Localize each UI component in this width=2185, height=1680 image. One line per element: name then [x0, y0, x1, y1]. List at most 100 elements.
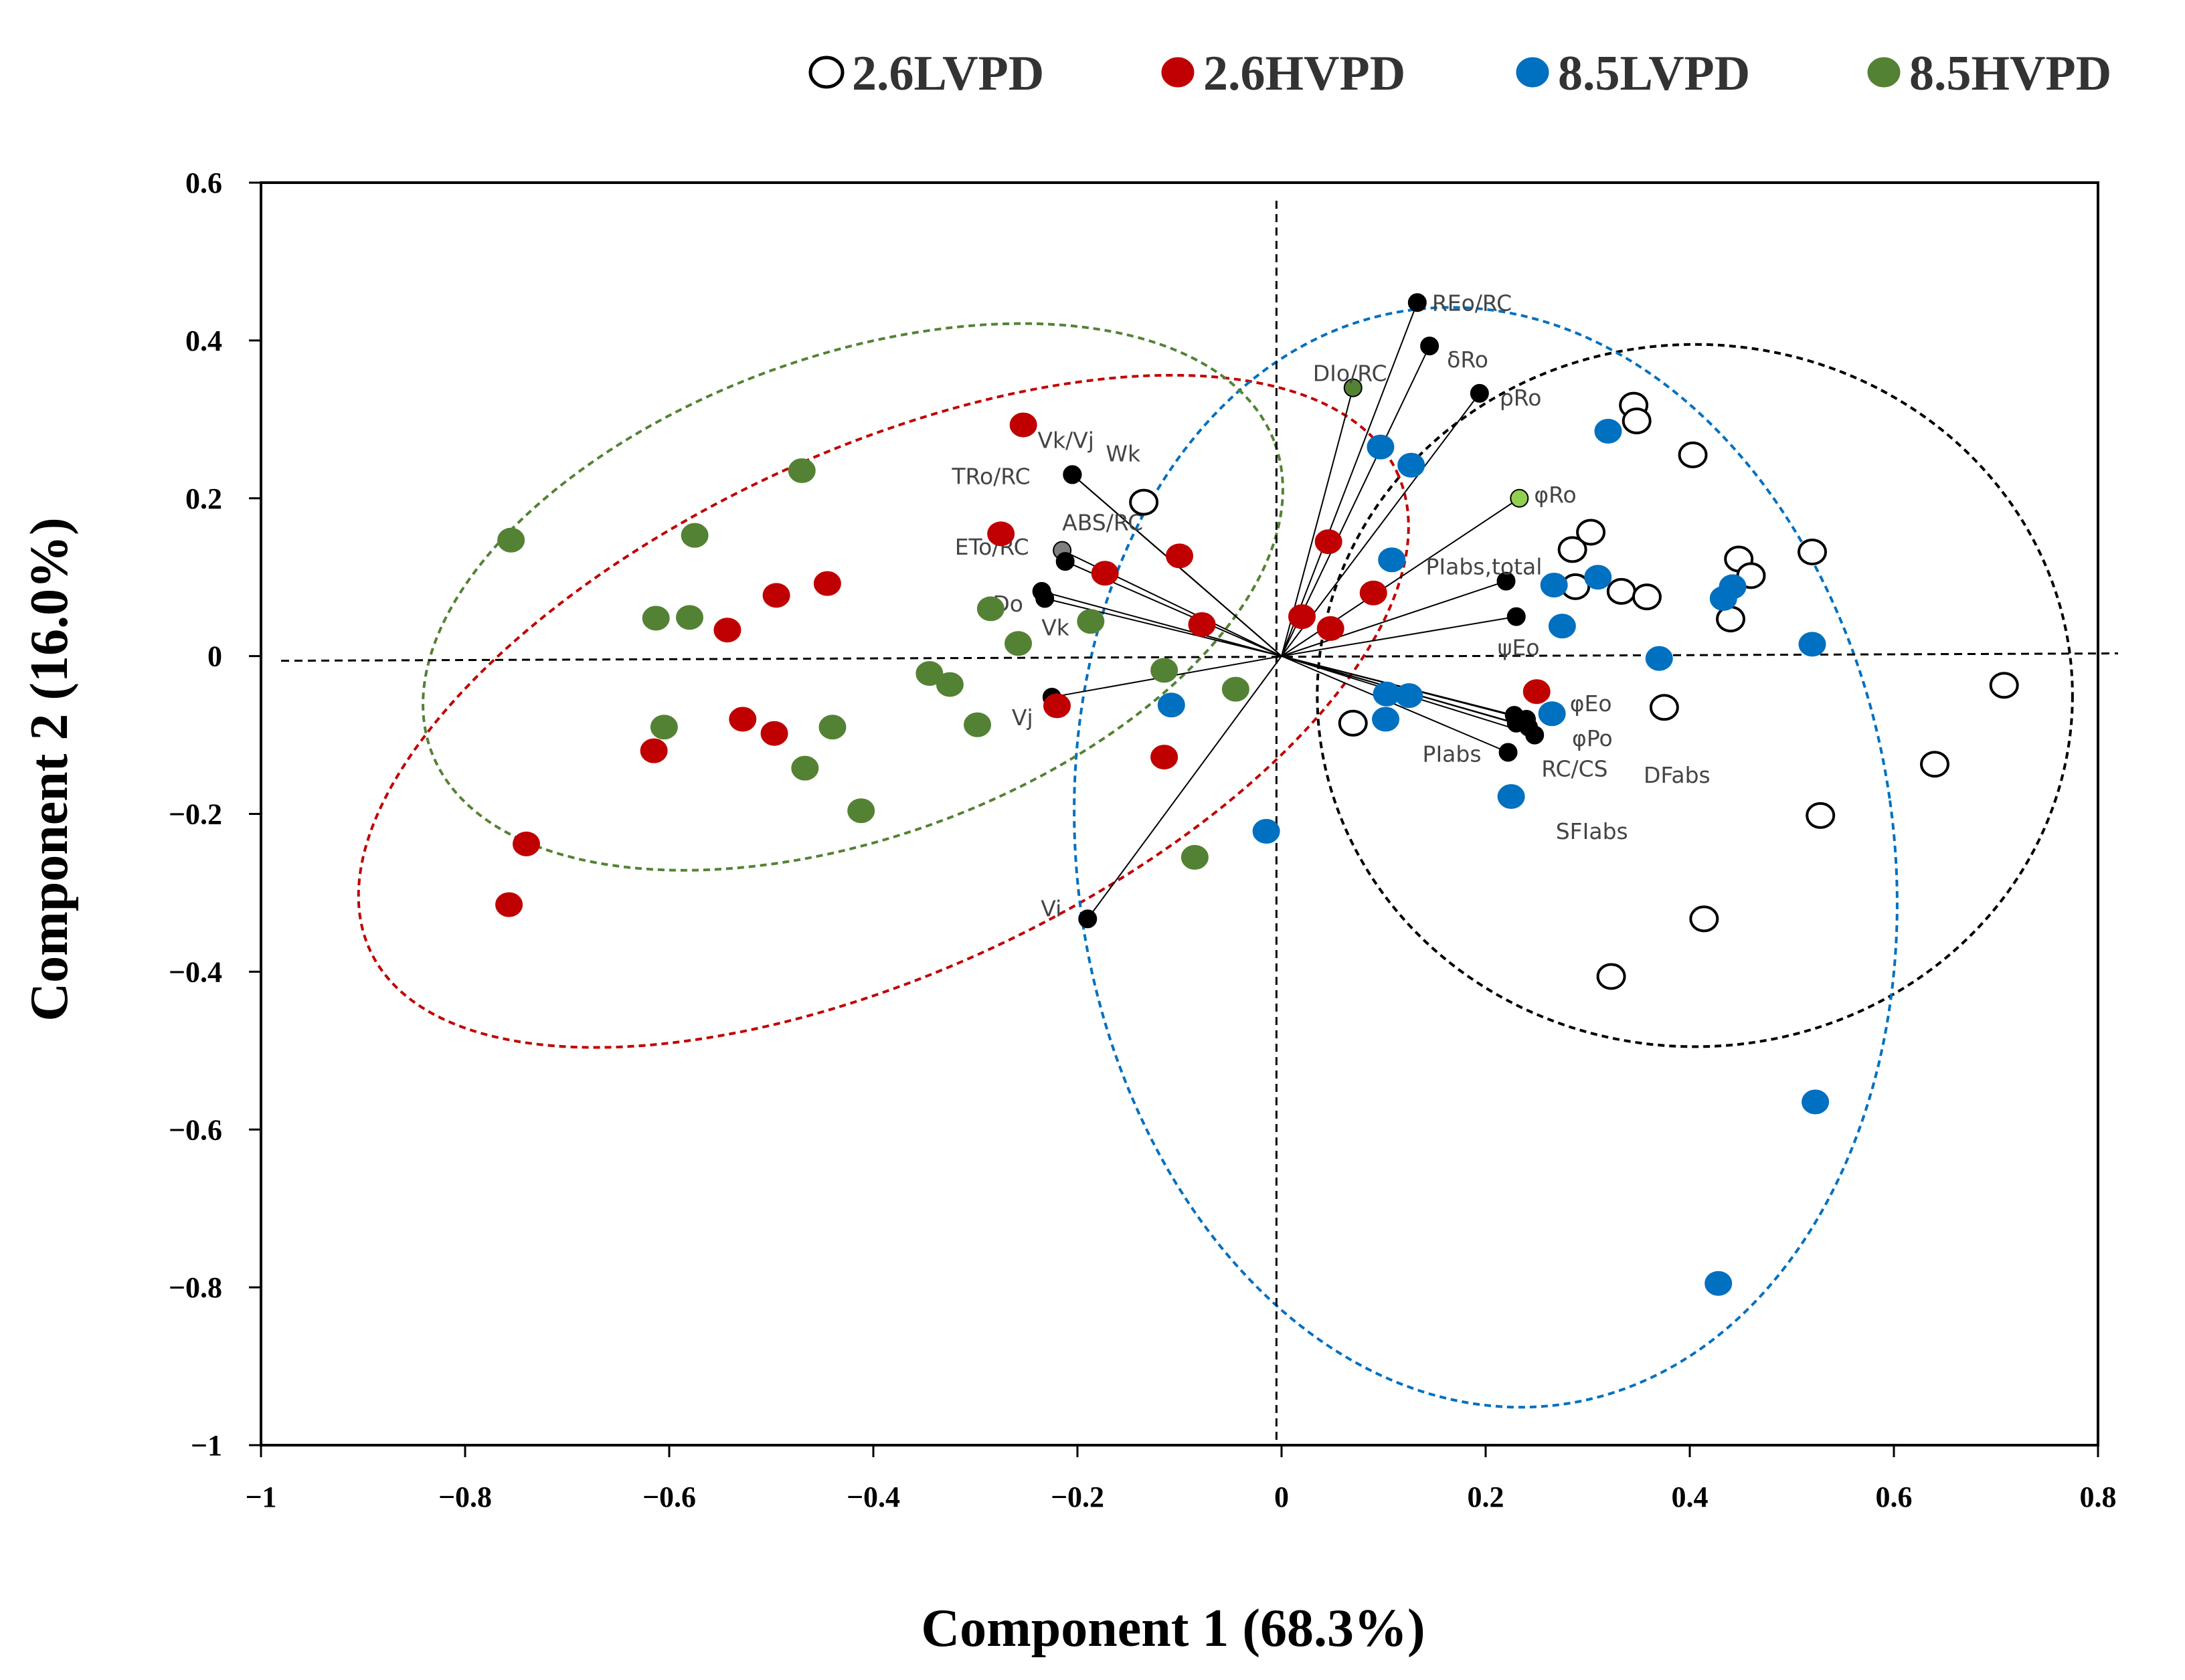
point-2-6hvpd	[640, 738, 668, 763]
point-8-5lvpd	[1373, 681, 1401, 707]
x-tick-label: −0.8	[438, 1481, 492, 1513]
point-8-5hvpd	[818, 715, 847, 740]
vector-tip-ro	[1470, 383, 1489, 403]
point-8-5hvpd	[788, 458, 816, 483]
point-8-5hvpd	[915, 661, 944, 686]
point-8-5hvpd	[964, 712, 992, 737]
point-8-5lvpd	[1798, 632, 1826, 657]
point-8-5lvpd	[1497, 784, 1525, 810]
vector-line-vi	[1087, 656, 1282, 919]
point-2-6hvpd	[1316, 616, 1344, 641]
point-8-5lvpd	[1372, 707, 1400, 732]
y-axis-title: Component 2 (16.0%)	[20, 517, 79, 1021]
vector-tip-rc-cs	[1525, 725, 1545, 745]
point-8-5lvpd	[1157, 692, 1185, 718]
vector-label-abs-rc: ABS/RC	[1062, 510, 1143, 536]
point-8-5hvpd	[976, 596, 1004, 622]
point-2-6lvpd	[1129, 488, 1159, 516]
point-2-6hvpd	[1359, 580, 1387, 605]
vector-label-ro: φRo	[1534, 482, 1576, 508]
loading-vectors: REo/RC δRo DIo/RC ρRo φRo PIabs,total ψEo φEo φP…	[951, 290, 1711, 929]
point-2-6lvpd	[1649, 694, 1679, 721]
ellipse-2-6lvpd	[1316, 343, 2074, 1048]
point-8-5hvpd	[1181, 844, 1209, 870]
vector-label-piabs-total: PIabs,total	[1426, 554, 1543, 580]
point-2-6lvpd	[1576, 519, 1606, 546]
legend-marker-2-6hvpd	[1161, 57, 1195, 88]
point-2-6lvpd	[1596, 963, 1626, 990]
vector-line-reo-rc	[1281, 302, 1418, 656]
vector-label-dio-rc: DIo/RC	[1313, 361, 1387, 387]
point-8-5lvpd	[1252, 818, 1280, 844]
vector-tip-ro	[1420, 337, 1439, 356]
legend-label-2-6hvpd: 2.6HVPD	[1203, 46, 1405, 101]
point-2-6hvpd	[1522, 679, 1551, 705]
y-tick-label: 0	[207, 640, 222, 673]
vector-label-sfiabs: SFIabs	[1556, 818, 1628, 844]
y-tick-label: −1	[191, 1429, 222, 1462]
point-2-6hvpd	[762, 583, 790, 608]
point-8-5hvpd	[1221, 676, 1249, 702]
vector-tip-eo	[1506, 607, 1526, 626]
vector-label-ro: δRo	[1447, 347, 1488, 373]
point-2-6hvpd	[1150, 745, 1178, 770]
vector-line-sfiabs	[1281, 655, 1514, 717]
legend-marker-8-5hvpd	[1867, 57, 1901, 88]
vector-line-ro	[1281, 345, 1431, 657]
point-8-5lvpd	[1584, 565, 1612, 590]
point-8-5lvpd	[1548, 614, 1576, 639]
legend-marker-2-6lvpd	[808, 56, 845, 89]
point-2-6hvpd	[1288, 604, 1316, 630]
point-2-6hvpd	[813, 571, 841, 596]
point-8-5hvpd	[642, 605, 670, 631]
point-2-6lvpd	[1632, 583, 1662, 611]
y-tick-label: 0.4	[185, 324, 222, 357]
point-8-5hvpd	[1004, 631, 1033, 656]
point-2-6lvpd	[1622, 407, 1652, 435]
point-8-5lvpd	[1540, 572, 1568, 597]
point-8-5lvpd	[1397, 452, 1425, 478]
vector-label-vk-vj: Vk/Vj	[1037, 427, 1094, 453]
ellipse-2-6hvpd	[357, 373, 1410, 1049]
vector-tip-dio-rc	[1343, 378, 1363, 397]
vector-label-vi: Vi	[1041, 895, 1061, 921]
vector-label-rc-cs: RC/CS	[1541, 756, 1607, 782]
point-2-6hvpd	[713, 618, 741, 643]
point-2-6lvpd	[1798, 538, 1827, 565]
reference-lines	[280, 201, 2119, 1445]
point-2-6hvpd	[1091, 561, 1119, 586]
vector-tip-eto-rc	[1055, 552, 1075, 571]
point-8-5hvpd	[650, 715, 678, 740]
point-2-6lvpd	[1689, 905, 1719, 933]
vector-line-piabs-total	[1281, 580, 1506, 657]
legend-marker-8-5lvpd	[1516, 57, 1549, 88]
point-8-5hvpd	[936, 672, 964, 697]
x-axis-ticks: −1 −0.8 −0.6 −0.4 −0.2 0 0.2 0.4 0.6 0.8	[245, 1445, 2117, 1513]
legend: 2.6LVPD 2.6HVPD 8.5LVPD 8.5HVPD	[808, 46, 2111, 101]
x-tick-label: 0.8	[2080, 1481, 2117, 1513]
vector-label-eo: ψEo	[1498, 635, 1540, 661]
vector-tip-piabs-total	[1496, 571, 1516, 591]
point-2-6lvpd	[1338, 709, 1368, 737]
x-tick-label: 0.2	[1468, 1481, 1504, 1513]
point-2-6lvpd	[1678, 441, 1708, 468]
vector-tip-ro	[1510, 488, 1529, 508]
point-2-6lvpd	[1989, 672, 2019, 699]
y-tick-label: −0.4	[169, 955, 222, 988]
vector-label-piabs: PIabs	[1423, 741, 1482, 767]
y-tick-label: −0.6	[169, 1113, 222, 1146]
point-8-5hvpd	[1077, 609, 1105, 634]
vector-line-eo	[1281, 616, 1516, 657]
point-2-6hvpd	[1314, 529, 1342, 555]
point-2-6hvpd	[760, 721, 788, 746]
y-axis-ticks: 0.6 0.4 0.2 0 −0.2 −0.4 −0.6 −0.8 −1	[169, 167, 261, 1462]
vector-tip-vk	[1035, 589, 1055, 608]
ellipse-8-5lvpd	[1073, 306, 1899, 1409]
point-8-5lvpd	[1594, 419, 1622, 444]
y-tick-label: −0.2	[169, 798, 222, 831]
point-2-6hvpd	[1166, 543, 1193, 569]
point-8-5lvpd	[1709, 586, 1737, 612]
point-2-6hvpd	[987, 521, 1015, 547]
vector-tip-tro-rc	[1063, 465, 1082, 484]
